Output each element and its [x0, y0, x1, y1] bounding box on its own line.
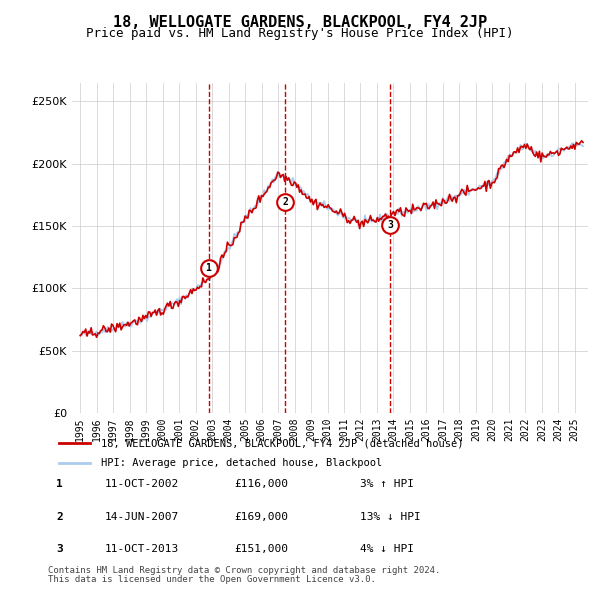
Text: £116,000: £116,000 [234, 480, 288, 489]
Text: Contains HM Land Registry data © Crown copyright and database right 2024.: Contains HM Land Registry data © Crown c… [48, 566, 440, 575]
Text: 13% ↓ HPI: 13% ↓ HPI [360, 512, 421, 522]
Text: 2: 2 [283, 197, 289, 207]
Text: 4% ↓ HPI: 4% ↓ HPI [360, 545, 414, 554]
Text: 2: 2 [56, 512, 63, 522]
Text: £151,000: £151,000 [234, 545, 288, 554]
Text: 18, WELLOGATE GARDENS, BLACKPOOL, FY4 2JP (detached house): 18, WELLOGATE GARDENS, BLACKPOOL, FY4 2J… [101, 439, 463, 449]
Text: £169,000: £169,000 [234, 512, 288, 522]
Text: 11-OCT-2002: 11-OCT-2002 [105, 480, 179, 489]
Text: HPI: Average price, detached house, Blackpool: HPI: Average price, detached house, Blac… [101, 458, 382, 468]
Text: Price paid vs. HM Land Registry's House Price Index (HPI): Price paid vs. HM Land Registry's House … [86, 27, 514, 40]
Text: 18, WELLOGATE GARDENS, BLACKPOOL, FY4 2JP: 18, WELLOGATE GARDENS, BLACKPOOL, FY4 2J… [113, 15, 487, 30]
Text: This data is licensed under the Open Government Licence v3.0.: This data is licensed under the Open Gov… [48, 575, 376, 584]
Text: 3% ↑ HPI: 3% ↑ HPI [360, 480, 414, 489]
Text: 3: 3 [387, 219, 393, 230]
Text: 14-JUN-2007: 14-JUN-2007 [105, 512, 179, 522]
Text: 11-OCT-2013: 11-OCT-2013 [105, 545, 179, 554]
Text: 3: 3 [56, 545, 63, 554]
Text: 1: 1 [206, 263, 211, 273]
Text: 1: 1 [56, 480, 63, 489]
